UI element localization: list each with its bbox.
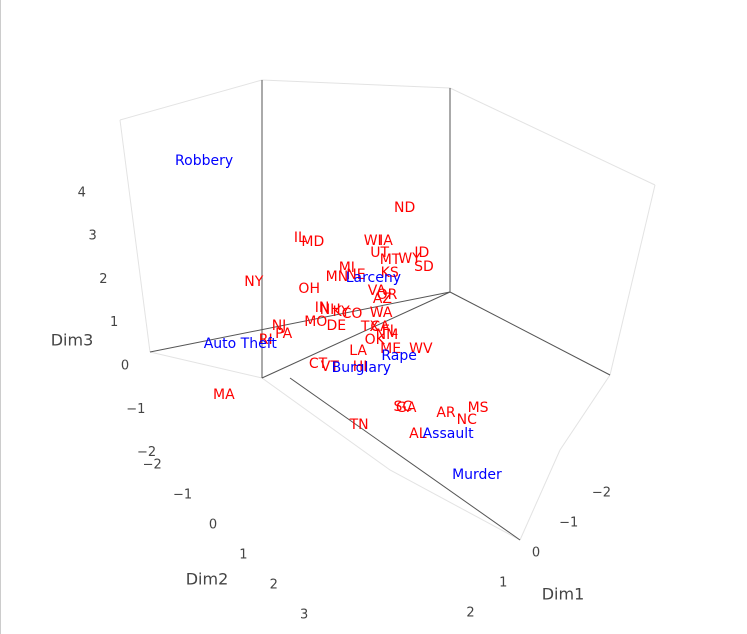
grid-deco	[609, 184, 656, 376]
tick-label: −1	[126, 402, 145, 417]
point-label: Murder	[452, 467, 502, 483]
point-label: ND	[394, 200, 415, 216]
tick-label: 1	[239, 548, 247, 563]
tick-label: 0	[121, 359, 129, 374]
point-label: MA	[213, 387, 235, 403]
point-label: IN	[315, 300, 330, 316]
point-label: OH	[298, 281, 320, 297]
point-label: ID	[414, 245, 429, 261]
point-label: DE	[327, 318, 347, 334]
point-label: KY	[333, 304, 351, 320]
scene-box	[119, 79, 656, 541]
tick-label: 0	[209, 518, 217, 533]
tick-label: 1	[110, 315, 118, 330]
point-label: MT	[380, 252, 401, 268]
point-label: WY	[398, 251, 421, 267]
tick-label: −2	[137, 445, 156, 460]
point-label: AR	[436, 405, 456, 421]
tick-label: −2	[143, 458, 162, 473]
axis-line	[289, 377, 521, 541]
tick-label: −1	[559, 516, 578, 531]
point-label: Auto Theft	[204, 336, 278, 352]
tick-label: 1	[499, 576, 507, 591]
axis-line	[149, 291, 451, 353]
point-label: CT	[309, 356, 328, 372]
tick-label: 3	[88, 229, 96, 244]
y-axis-title: Dim2	[186, 570, 229, 589]
point-label: SD	[414, 259, 434, 275]
point-label: HI	[353, 359, 368, 375]
point-label: OR	[377, 287, 398, 303]
grid-deco	[519, 374, 611, 541]
point-label: IL	[294, 230, 306, 246]
grid-deco	[149, 351, 521, 541]
point-label: NJ	[272, 318, 287, 334]
tick-label: 3	[300, 608, 308, 623]
x-axis-title: Dim1	[542, 585, 585, 604]
point-label: LA	[349, 343, 367, 359]
tick-label: 2	[466, 606, 474, 621]
axis-line	[261, 291, 451, 379]
tick-label: −1	[173, 488, 192, 503]
axis-line	[449, 291, 611, 376]
point-label: CA	[370, 319, 390, 335]
point-label: MS	[468, 400, 489, 416]
point-label: NH	[320, 302, 341, 318]
point-label: Larceny	[346, 270, 401, 286]
grid-deco	[119, 119, 151, 353]
point-label: CO	[342, 306, 363, 322]
point-label: MO	[304, 314, 327, 330]
point-label: Burglary	[332, 360, 391, 376]
point-label: WI	[364, 233, 382, 249]
point-label: PA	[275, 326, 293, 342]
point-label: SC	[394, 399, 413, 415]
point-label: TN	[349, 417, 369, 433]
point-label: AZ	[373, 291, 392, 307]
point-label: IA	[379, 233, 393, 249]
point-label: TX	[360, 319, 380, 335]
point-label: WV	[409, 341, 433, 357]
point-label: VT	[321, 359, 340, 375]
point-label: NE	[346, 267, 365, 283]
grid-deco	[119, 79, 656, 186]
point-label: RI	[259, 332, 273, 348]
point-label: OK	[365, 332, 386, 348]
point-label: AL	[409, 426, 427, 442]
point-label: Rape	[381, 348, 417, 364]
point-label: ME	[380, 341, 401, 357]
point-label: Assault	[423, 426, 475, 442]
point-label: NY	[244, 274, 263, 290]
point-label: NM	[376, 327, 399, 343]
point-label: NC	[457, 412, 477, 428]
point-label: FL	[382, 323, 398, 339]
tick-label: 2	[99, 272, 107, 287]
tick-label: −2	[592, 486, 611, 501]
point-label: MI	[339, 260, 355, 276]
tick-label: 4	[78, 185, 86, 200]
point-label: UT	[370, 245, 389, 261]
point-label: WA	[370, 305, 393, 321]
point-label: KS	[381, 265, 399, 281]
point-label: VA	[368, 283, 387, 299]
tick-label: 2	[270, 578, 278, 593]
tick-label: 0	[532, 546, 540, 561]
point-label: Robbery	[175, 153, 233, 169]
point-label: MN	[326, 269, 349, 285]
point-label: MD	[301, 234, 324, 250]
point-label: GA	[396, 400, 417, 416]
z-axis-title: Dim3	[51, 331, 94, 350]
